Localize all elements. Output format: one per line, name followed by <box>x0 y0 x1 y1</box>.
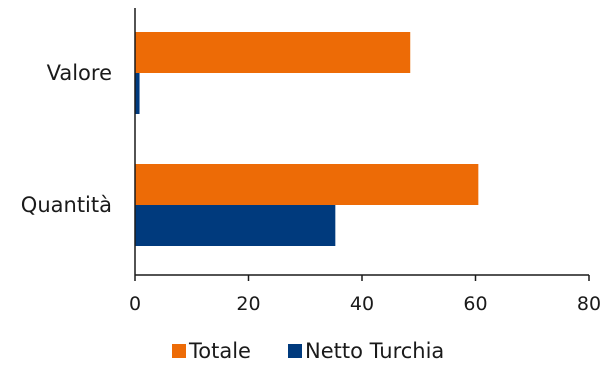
legend-label-totale: Totale <box>188 339 251 363</box>
bar-totale-0 <box>135 32 411 73</box>
legend-label-netto-turchia: Netto Turchia <box>305 339 444 363</box>
legend: Totale Netto Turchia <box>172 339 444 363</box>
category-labels: Valore Quantità <box>21 61 112 217</box>
bar-netto-turchia-0 <box>135 73 140 114</box>
x-tick-label: 60 <box>463 293 487 315</box>
legend-swatch-totale <box>172 344 186 358</box>
x-axis-ticks: 0 20 40 60 80 <box>129 275 601 315</box>
legend-swatch-netto-turchia <box>288 344 302 358</box>
x-tick-label: 80 <box>577 293 601 315</box>
bars-layer <box>135 32 479 246</box>
x-tick-label: 0 <box>129 293 141 315</box>
category-label: Quantità <box>21 193 112 217</box>
bar-totale-1 <box>135 164 479 205</box>
x-tick-label: 20 <box>236 293 260 315</box>
category-label: Valore <box>47 61 112 85</box>
x-tick-label: 40 <box>350 293 374 315</box>
bar-netto-turchia-1 <box>135 205 336 246</box>
